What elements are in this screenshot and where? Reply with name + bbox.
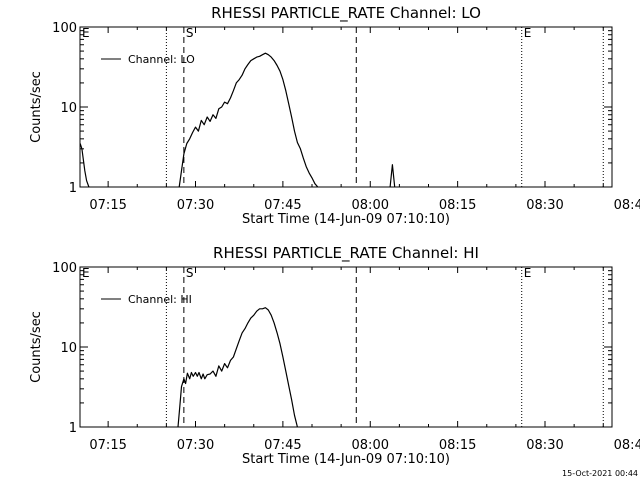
marker-label: E [82,266,90,280]
series-line [177,307,298,428]
x-axis-label: Start Time (14-Jun-09 07:10:10) [242,452,450,467]
x-tick-label: 08:00 [352,438,389,453]
panel-lo: RHESSI PARTICLE_RATE Channel: LO 07:15 07:… [29,4,640,227]
x-tick-label: 08:15 [439,198,476,213]
marker-label: S [186,26,194,40]
chart-title: RHESSI PARTICLE_RATE Channel: HI [213,244,479,263]
x-tick-label: 07:45 [264,198,301,213]
series-line [389,164,396,188]
y-tick-label: 100 [52,261,77,276]
x-tick-label: 08:15 [439,438,476,453]
x-tick-label: 07:30 [177,198,214,213]
marker-label: S [186,266,194,280]
panel-hi: RHESSI PARTICLE_RATE Channel: HI 07:15 07:… [29,244,640,467]
y-tick-label: 10 [60,341,77,356]
x-tick-label: 07:45 [264,438,301,453]
x-tick-label: 07:30 [177,438,214,453]
x-tick-label: 08:45 [614,198,640,213]
chart-title: RHESSI PARTICLE_RATE Channel: LO [211,4,481,23]
x-tick-label: 08:00 [352,198,389,213]
legend-label: Channel: HI [128,293,192,306]
footer-timestamp: 15-Oct-2021 00:44 [562,469,638,478]
y-tick-label: 1 [69,421,77,436]
marker-label: E [524,26,532,40]
x-tick-label: 08:30 [526,438,563,453]
series-line [178,52,319,188]
marker-label: E [524,266,532,280]
y-axis-label: Counts/sec [29,311,44,383]
x-tick-label: 07:15 [89,198,126,213]
marker-label: E [82,26,90,40]
legend-label: Channel: LO [128,53,195,66]
y-tick-label: 100 [52,21,77,36]
series-line [79,143,90,188]
x-axis-label: Start Time (14-Jun-09 07:10:10) [242,212,450,227]
x-tick-label: 08:45 [614,438,640,453]
y-axis-label: Counts/sec [29,71,44,143]
y-tick-label: 10 [60,101,77,116]
x-tick-label: 08:30 [526,198,563,213]
x-tick-label: 07:15 [89,438,126,453]
y-tick-label: 1 [69,181,77,196]
